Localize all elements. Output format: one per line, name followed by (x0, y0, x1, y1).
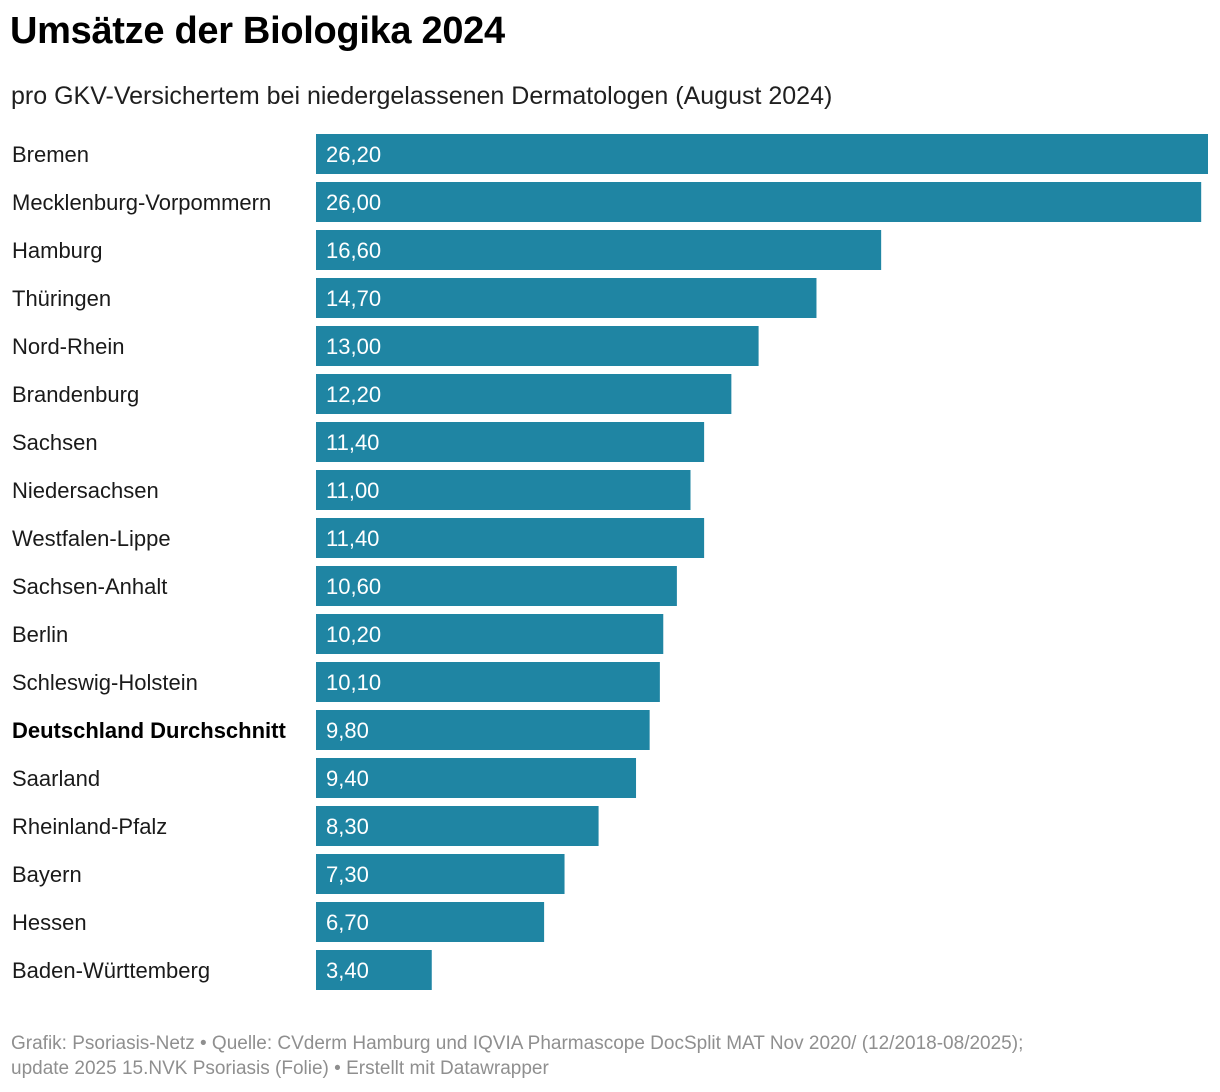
value-label-sachsen: 11,40 (326, 430, 379, 455)
value-label-thüringen: 14,70 (326, 286, 381, 311)
bar-brandenburg (316, 374, 732, 414)
value-label-brandenburg: 12,20 (326, 382, 381, 407)
value-label-hamburg: 16,60 (326, 238, 381, 263)
category-label-rheinland-pfalz: Rheinland-Pfalz (12, 814, 167, 839)
category-label-saarland: Saarland (12, 766, 100, 791)
value-label-bayern: 7,30 (326, 862, 369, 887)
bar-nord-rhein (316, 326, 759, 366)
bar-chart: Bremen 26,20 Mecklenburg-Vorpommern 26,00 Ha… (12, 134, 1208, 990)
category-label-niedersachsen: Niedersachsen (12, 478, 159, 503)
category-label-nord-rhein: Nord-Rhein (12, 334, 125, 359)
value-label-rheinland-pfalz: 8,30 (326, 814, 369, 839)
value-label-deutschland-durchschnitt: 9,80 (326, 718, 369, 743)
chart-subtitle: pro GKV-Versichertem bei niedergelassene… (11, 82, 833, 110)
category-label-thüringen: Thüringen (12, 286, 111, 311)
bar-niedersachsen (316, 470, 691, 510)
bar-hamburg (316, 230, 882, 270)
value-label-bremen: 26,20 (326, 142, 381, 167)
bar-thüringen (316, 278, 817, 318)
bar-schleswig-holstein (316, 662, 660, 702)
bar-bremen (316, 134, 1208, 174)
value-label-berlin: 10,20 (326, 622, 381, 647)
value-label-niedersachsen: 11,00 (326, 478, 379, 503)
category-label-berlin: Berlin (12, 622, 68, 647)
bar-sachsen (316, 422, 705, 462)
value-label-saarland: 9,40 (326, 766, 369, 791)
chart-footer: Grafik: Psoriasis-Netz • Quelle: CVderm … (11, 1031, 1211, 1081)
bar-bayern (316, 854, 565, 894)
category-label-bremen: Bremen (12, 142, 89, 167)
category-label-mecklenburg-vorpommern: Mecklenburg-Vorpommern (12, 190, 271, 215)
category-label-sachsen: Sachsen (12, 430, 98, 455)
footer-source-line: Grafik: Psoriasis-Netz • Quelle: CVderm … (11, 1033, 1024, 1054)
value-label-hessen: 6,70 (326, 910, 369, 935)
category-label-deutschland-durchschnitt: Deutschland Durchschnitt (12, 718, 286, 743)
category-label-baden-württemberg: Baden-Württemberg (12, 958, 210, 983)
category-label-hessen: Hessen (12, 910, 87, 935)
category-label-schleswig-holstein: Schleswig-Holstein (12, 670, 198, 695)
bar-westfalen-lippe (316, 518, 705, 558)
chart-title: Umsätze der Biologika 2024 (10, 10, 505, 52)
bar-berlin (316, 614, 664, 654)
bar-saarland (316, 758, 637, 798)
category-label-brandenburg: Brandenburg (12, 382, 139, 407)
value-label-mecklenburg-vorpommern: 26,00 (326, 190, 381, 215)
bar-rheinland-pfalz (316, 806, 599, 846)
bar-sachsen-anhalt (316, 566, 677, 606)
value-label-baden-württemberg: 3,40 (326, 958, 369, 983)
value-label-schleswig-holstein: 10,10 (326, 670, 381, 695)
value-label-nord-rhein: 13,00 (326, 334, 381, 359)
category-label-sachsen-anhalt: Sachsen-Anhalt (12, 574, 167, 599)
bar-deutschland-durchschnitt (316, 710, 650, 750)
category-label-westfalen-lippe: Westfalen-Lippe (12, 526, 171, 551)
category-label-bayern: Bayern (12, 862, 82, 887)
value-label-sachsen-anhalt: 10,60 (326, 574, 381, 599)
footer-credit-line: update 2025 15.NVK Psoriasis (Folie) • E… (11, 1058, 549, 1079)
category-label-hamburg: Hamburg (12, 238, 102, 263)
bar-hessen (316, 902, 545, 942)
bar-mecklenburg-vorpommern (316, 182, 1202, 222)
bar-baden-württemberg (316, 950, 432, 990)
value-label-westfalen-lippe: 11,40 (326, 526, 379, 551)
